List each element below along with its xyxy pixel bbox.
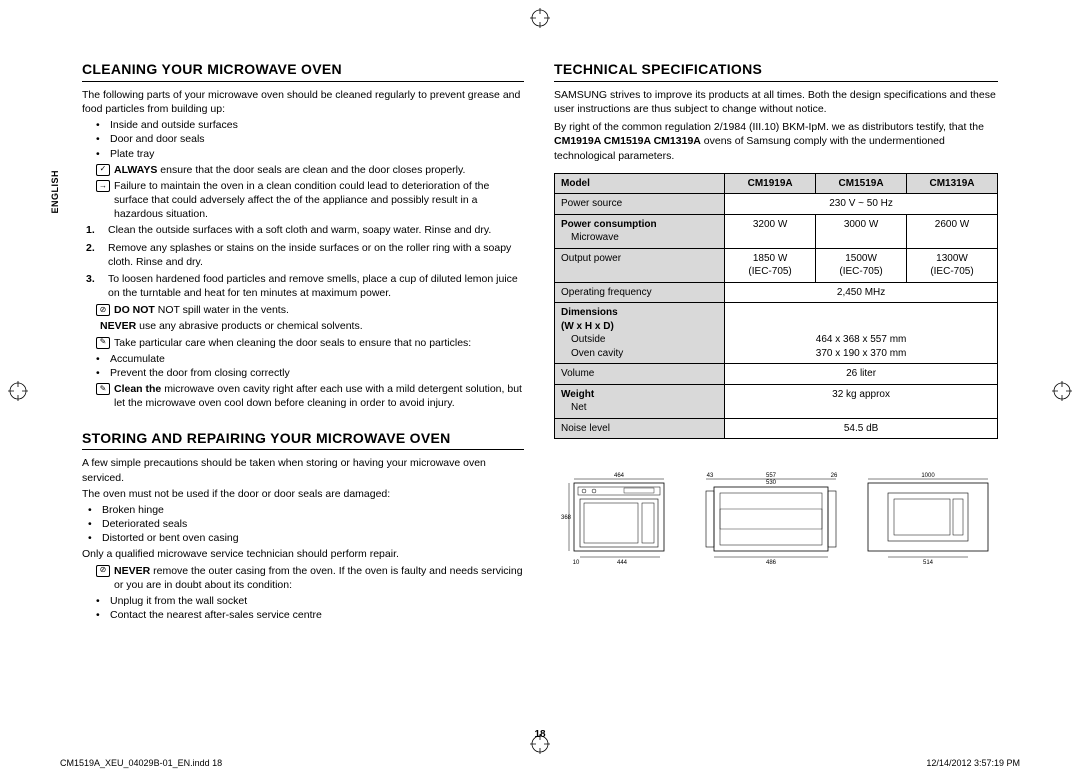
row-value: 464 x 368 x 557 mm370 x 190 x 370 mm: [725, 303, 998, 364]
svg-text:10: 10: [573, 560, 580, 566]
list-item: Prevent the door from closing correctly: [110, 366, 524, 380]
row-value: 1850 W(IEC-705): [725, 248, 816, 282]
tech-para2: By right of the common regulation 2/1984…: [554, 120, 998, 163]
cleaning-steps: 1.Clean the outside surfaces with a soft…: [82, 223, 524, 300]
row-value: 54.5 dB: [725, 418, 998, 439]
model-col: CM1519A: [816, 173, 907, 194]
list-item: Inside and outside surfaces: [110, 118, 524, 132]
cleaning-intro: The following parts of your microwave ov…: [82, 88, 524, 116]
row-label: WeightNet: [555, 384, 725, 418]
donot-text: DO NOT NOT spill water in the vents.: [114, 303, 524, 317]
row-label: Power consumptionMicrowave: [555, 214, 725, 248]
list-item: Distorted or bent oven casing: [102, 531, 524, 545]
cleaning-bullets2: Accumulate Prevent the door from closing…: [82, 352, 524, 380]
row-label: Power source: [555, 194, 725, 215]
storing-never: NEVER remove the outer casing from the o…: [114, 564, 524, 592]
footer-left: CM1519A_XEU_04029B-01_EN.indd 18: [60, 758, 222, 768]
list-item: Broken hinge: [102, 503, 524, 517]
never-text: NEVER use any abrasive products or chemi…: [82, 319, 524, 333]
row-label: Operating frequency: [555, 282, 725, 303]
model-col: CM1919A: [725, 173, 816, 194]
list-item: Deteriorated seals: [102, 517, 524, 531]
diagrams: 464 368 10 444 43 557 530: [554, 469, 998, 569]
row-value: 3000 W: [816, 214, 907, 248]
svg-text:1000: 1000: [921, 473, 935, 479]
note-icon: ✓: [96, 164, 110, 176]
svg-text:530: 530: [766, 480, 777, 486]
row-label: Dimensions(W x H x D)OutsideOven cavity: [555, 303, 725, 364]
row-value: 3200 W: [725, 214, 816, 248]
warning-icon: →: [96, 180, 110, 192]
crop-mark-top: [530, 8, 550, 28]
row-value: 230 V ~ 50 Hz: [725, 194, 998, 215]
storing-line3: Only a qualified microwave service techn…: [82, 547, 524, 561]
svg-text:26: 26: [831, 473, 838, 479]
diagram-install: 1000 514: [858, 469, 998, 569]
model-col: CM1319A: [907, 173, 998, 194]
storing-heading: STORING AND REPAIRING YOUR MICROWAVE OVE…: [82, 429, 524, 451]
storing-line2: The oven must not be used if the door or…: [82, 487, 524, 501]
row-value: 2600 W: [907, 214, 998, 248]
language-tab: ENGLISH: [50, 170, 60, 214]
prohibit-icon: ⊘: [96, 565, 110, 577]
row-label: Noise level: [555, 418, 725, 439]
failure-text: Failure to maintain the oven in a clean …: [114, 179, 524, 222]
page-content: CLEANING YOUR MICROWAVE OVEN The followi…: [82, 60, 998, 722]
left-column: CLEANING YOUR MICROWAVE OVEN The followi…: [82, 60, 524, 722]
storing-intro: A few simple precautions should be taken…: [82, 456, 524, 484]
tech-heading: TECHNICAL SPECIFICATIONS: [554, 60, 998, 82]
page-number: 18: [534, 729, 545, 740]
svg-text:464: 464: [614, 473, 625, 479]
list-item: 3.To loosen hardened food particles and …: [100, 272, 524, 300]
cleaning-bullets1: Inside and outside surfaces Door and doo…: [82, 118, 524, 161]
list-item: Door and door seals: [110, 132, 524, 146]
row-value: 32 kg approx: [725, 384, 998, 418]
svg-text:368: 368: [561, 515, 572, 521]
note-icon: ✎: [96, 383, 110, 395]
model-label: Model: [555, 173, 725, 194]
note-icon: ✎: [96, 337, 110, 349]
row-label: Output power: [555, 248, 725, 282]
storing-bullets2: Unplug it from the wall socket Contact t…: [82, 594, 524, 622]
list-item: Contact the nearest after-sales service …: [110, 608, 524, 622]
list-item: Plate tray: [110, 147, 524, 161]
row-value: 1500W(IEC-705): [816, 248, 907, 282]
storing-bullets1: Broken hinge Deteriorated seals Distorte…: [82, 503, 524, 546]
right-column: TECHNICAL SPECIFICATIONS SAMSUNG strives…: [554, 60, 998, 722]
tech-para1: SAMSUNG strives to improve its products …: [554, 88, 998, 116]
list-item: Accumulate: [110, 352, 524, 366]
svg-text:514: 514: [923, 560, 934, 566]
row-label: Volume: [555, 364, 725, 385]
footer-right: 12/14/2012 3:57:19 PM: [926, 758, 1020, 768]
cleanthe-text: Clean the microwave oven cavity right af…: [114, 382, 524, 410]
row-value: 2,450 MHz: [725, 282, 998, 303]
svg-text:444: 444: [617, 560, 628, 566]
list-item: 1.Clean the outside surfaces with a soft…: [100, 223, 524, 237]
crop-mark-left: [8, 381, 28, 401]
row-value: 1300W(IEC-705): [907, 248, 998, 282]
cleaning-heading: CLEANING YOUR MICROWAVE OVEN: [82, 60, 524, 82]
diagram-side: 43 557 530 26 486: [696, 469, 846, 569]
list-item: 2.Remove any splashes or stains on the i…: [100, 241, 524, 269]
svg-text:486: 486: [766, 560, 777, 566]
spec-table: Model CM1919A CM1519A CM1319A Power sour…: [554, 173, 998, 440]
diagram-front: 464 368 10 444: [554, 469, 684, 569]
svg-text:43: 43: [707, 473, 714, 479]
care-text: Take particular care when cleaning the d…: [114, 336, 524, 350]
prohibit-icon: ⊘: [96, 304, 110, 316]
svg-text:557: 557: [766, 473, 777, 479]
row-value: 26 liter: [725, 364, 998, 385]
list-item: Unplug it from the wall socket: [110, 594, 524, 608]
always-text: ALWAYS ensure that the door seals are cl…: [114, 163, 524, 177]
crop-mark-right: [1052, 381, 1072, 401]
